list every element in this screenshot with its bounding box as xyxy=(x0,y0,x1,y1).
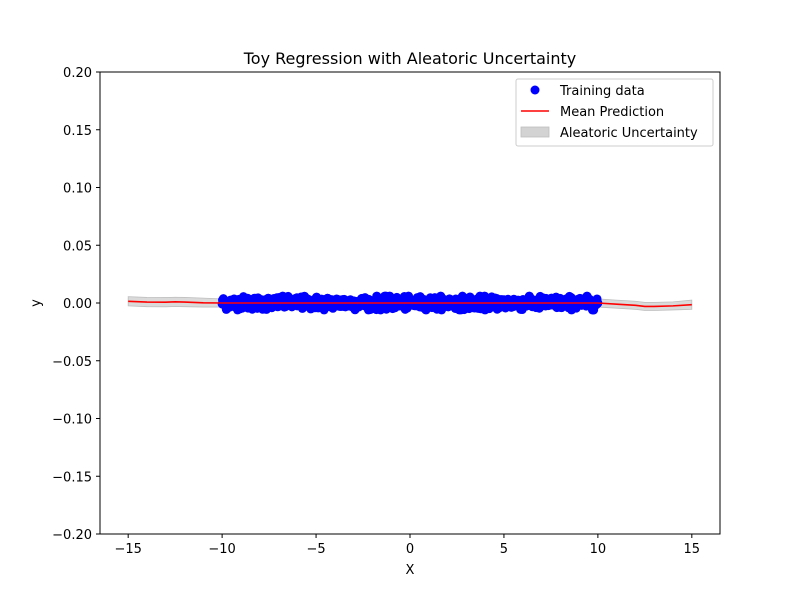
y-tick-label: 0.05 xyxy=(63,239,92,254)
legend: Training data Mean Prediction Aleatoric Un… xyxy=(515,78,714,147)
y-tick-label: −0.10 xyxy=(52,413,92,428)
x-axis-ticks: −15 −10 −5 0 5 10 15 xyxy=(114,534,700,557)
mean-prediction-line xyxy=(128,300,692,308)
y-tick-label: −0.05 xyxy=(52,355,92,370)
legend-label: Training data xyxy=(559,84,645,99)
x-tick-label: −10 xyxy=(208,542,235,557)
y-tick-label: 0.20 xyxy=(63,66,92,81)
x-tick-label: 15 xyxy=(684,542,701,557)
legend-box xyxy=(515,78,714,147)
legend-label: Aleatoric Uncertainty xyxy=(560,126,698,141)
mean-line-layer xyxy=(128,300,692,308)
x-axis-label: X xyxy=(406,563,415,578)
legend-label: Mean Prediction xyxy=(560,105,664,120)
legend-marker-uncertainty xyxy=(520,126,550,138)
x-tick-label: 5 xyxy=(500,542,508,557)
chart-title: Toy Regression with Aleatoric Uncertaint… xyxy=(243,49,577,68)
y-axis-label: y xyxy=(29,299,44,307)
x-tick-label: 0 xyxy=(406,542,414,557)
x-tick-label: 10 xyxy=(590,542,607,557)
x-tick-label: −5 xyxy=(306,542,325,557)
x-tick-label: −15 xyxy=(114,542,141,557)
y-axis-ticks: −0.20 −0.15 −0.10 −0.05 0.00 0.05 0.10 0.15 0.20 xyxy=(52,66,100,543)
y-tick-label: −0.15 xyxy=(52,470,92,485)
y-tick-label: 0.00 xyxy=(63,297,92,312)
legend-marker-training-data xyxy=(530,85,540,95)
y-tick-label: 0.15 xyxy=(63,124,92,139)
y-tick-label: 0.10 xyxy=(63,182,92,197)
y-tick-label: −0.20 xyxy=(52,528,92,543)
